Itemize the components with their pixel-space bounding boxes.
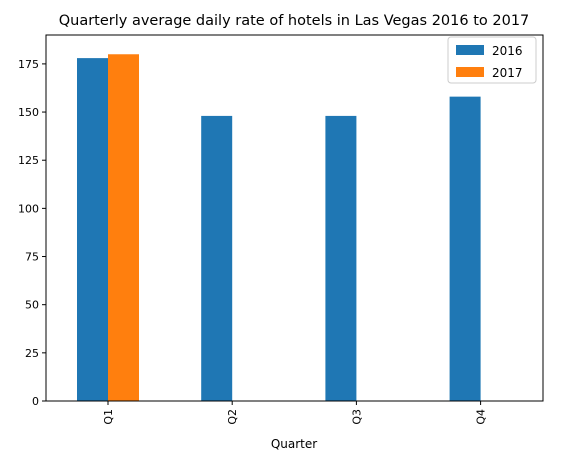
x-tick-label: Q3 (350, 409, 363, 425)
y-tick-label: 175 (18, 58, 39, 71)
bar-2016-Q3 (325, 115, 357, 401)
x-tick-label: Q1 (102, 409, 115, 425)
x-tick-label: Q2 (226, 409, 239, 425)
x-tick-label: Q4 (475, 409, 488, 425)
legend-swatch-2016 (456, 45, 484, 55)
y-tick-label: 125 (18, 154, 39, 167)
legend-label-2017: 2017 (492, 66, 523, 80)
y-tick-label: 50 (25, 299, 39, 312)
x-axis-label: Quarter (271, 437, 317, 451)
y-tick-label: 100 (18, 202, 39, 215)
legend-label-2016: 2016 (492, 44, 523, 58)
y-tick-label: 0 (32, 395, 39, 408)
legend: 2016 2017 (447, 36, 537, 84)
legend-swatch-2017 (456, 67, 484, 77)
bars-layer (77, 54, 481, 402)
y-tick-label: 150 (18, 106, 39, 119)
bar-2016-Q1 (77, 58, 108, 402)
chart-title: Quarterly average daily rate of hotels i… (59, 13, 530, 29)
plot-frame (45, 34, 544, 402)
axes-layer: 0 25 50 75 100 125 150 175 Q1 Q2 Q3 Q4 (18, 58, 488, 425)
bar-2016-Q2 (201, 115, 233, 401)
y-tick-label: 25 (25, 347, 39, 360)
bar-2016-Q4 (449, 96, 481, 402)
bar-2017-Q1 (108, 54, 139, 402)
y-tick-label: 75 (25, 251, 39, 264)
